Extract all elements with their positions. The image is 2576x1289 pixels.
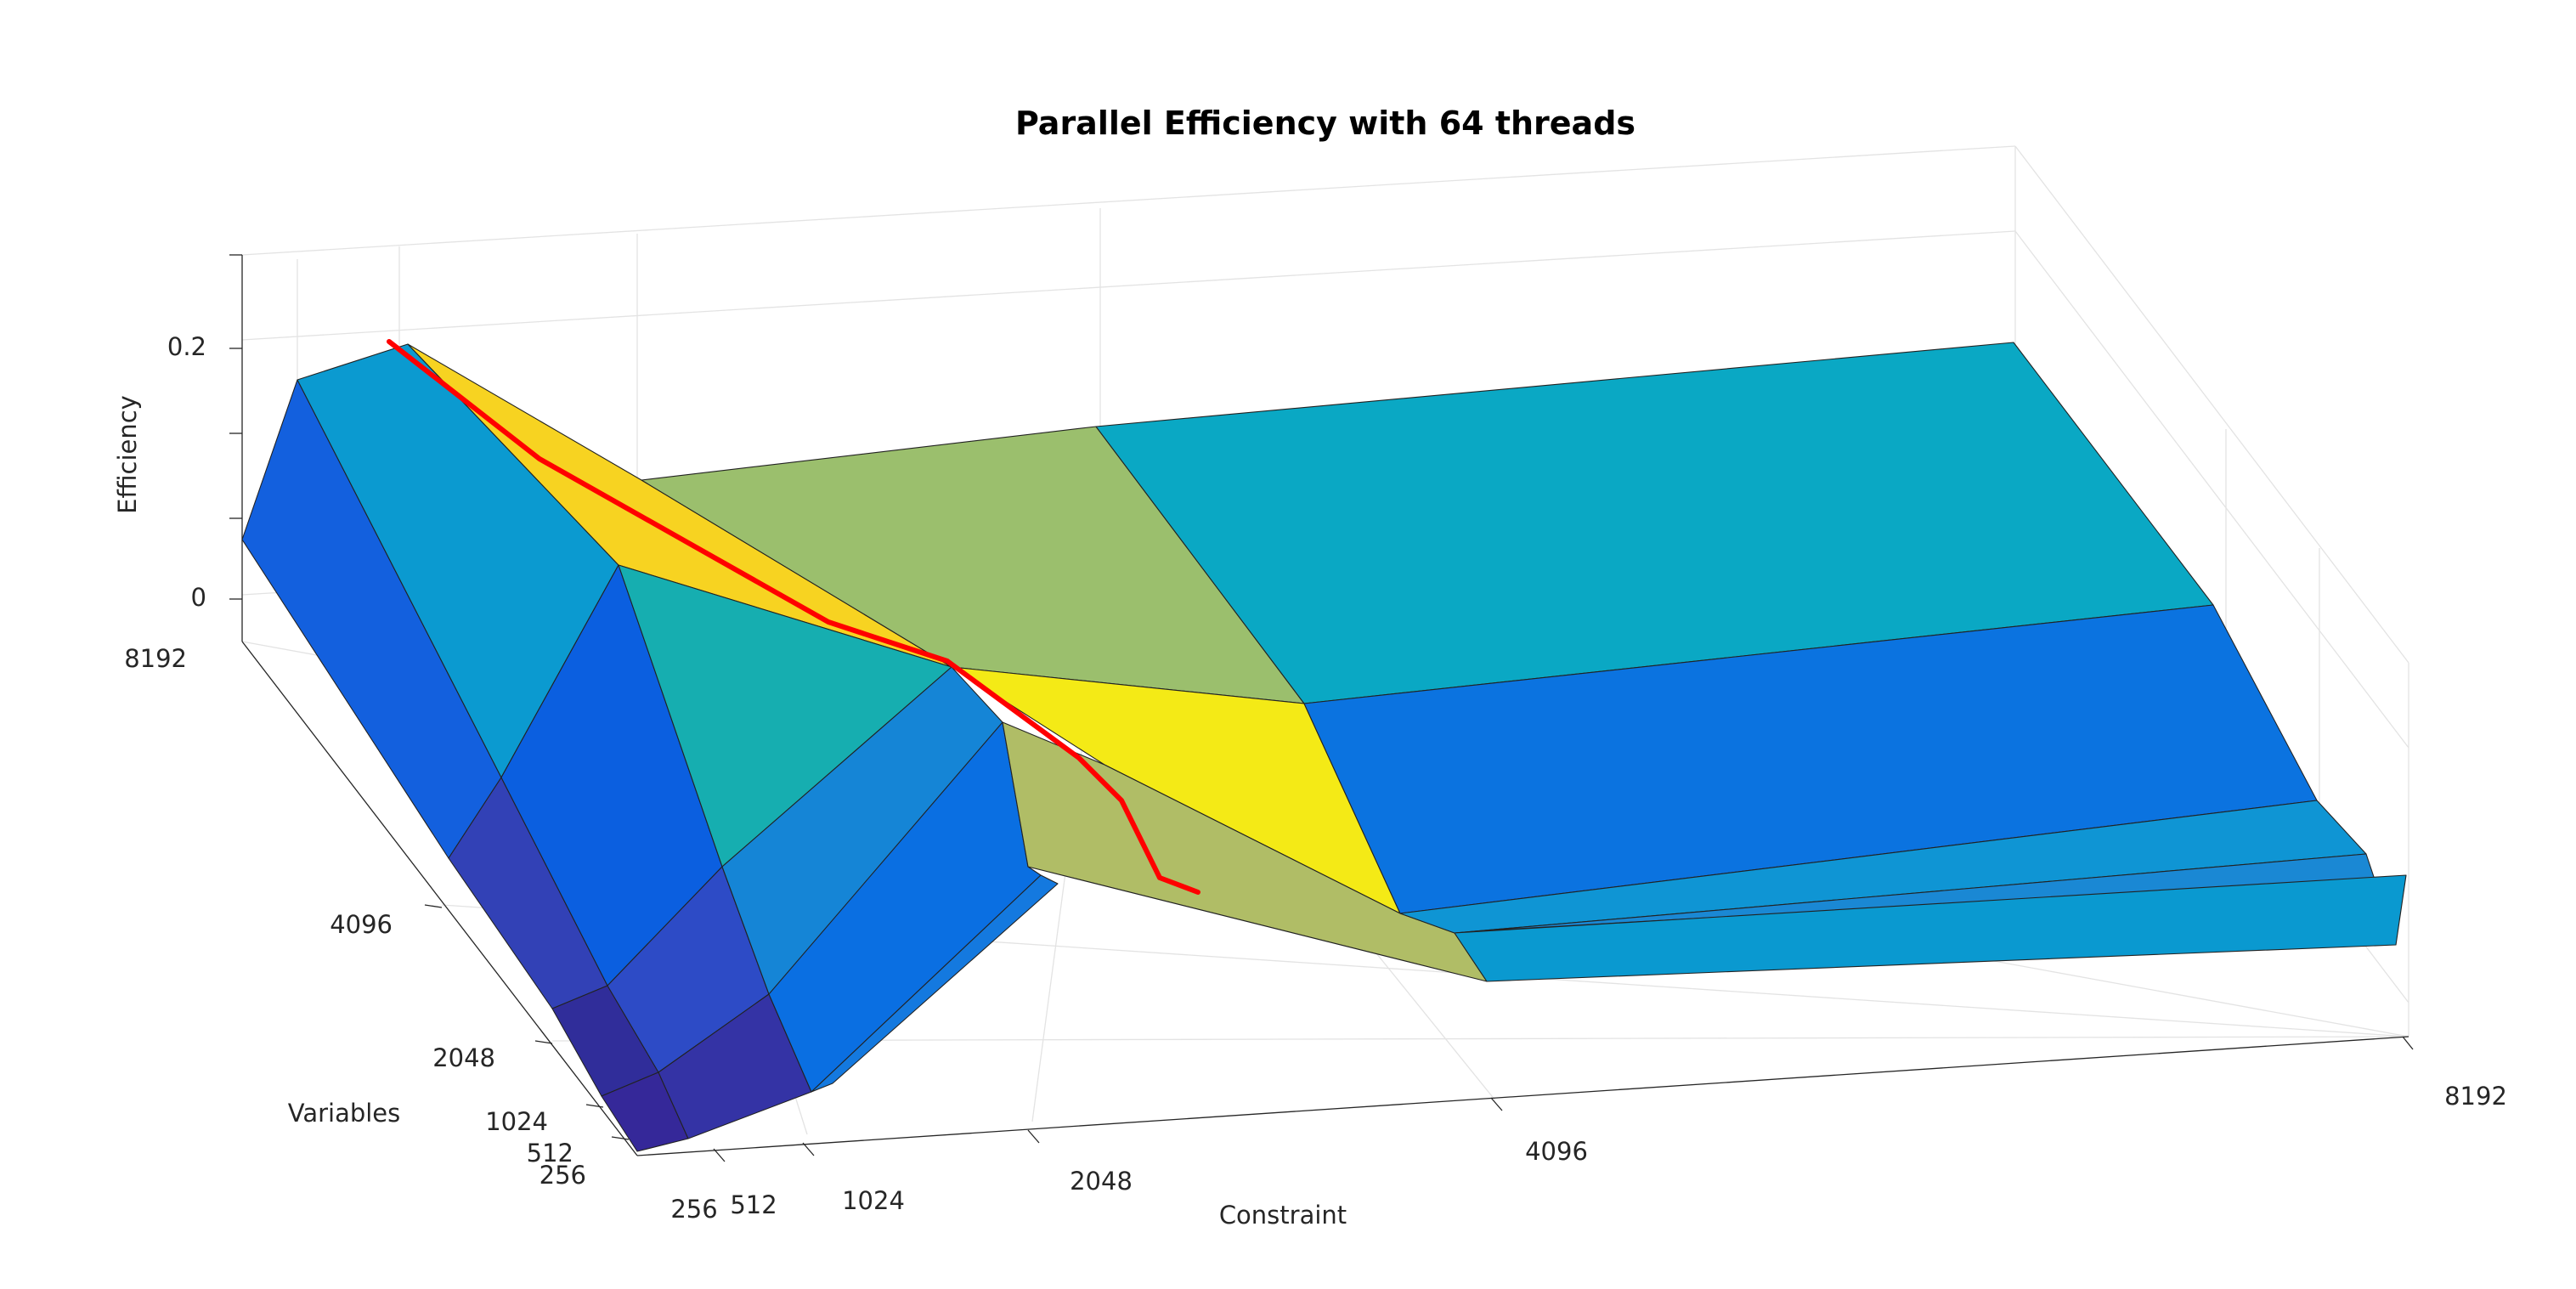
x-tick-label: 8192 — [2444, 1082, 2507, 1111]
surface-face — [768, 721, 1042, 1093]
x-tick-label: 4096 — [1525, 1137, 1588, 1166]
y-tick-label: 512 — [527, 1139, 573, 1167]
surface-face — [811, 874, 1059, 1093]
y-axis-label: Variables — [288, 1099, 401, 1128]
tickmark — [1490, 1097, 1503, 1111]
gridline — [241, 145, 2016, 256]
efficiency-line — [387, 339, 1200, 895]
z-tick-label: 0.2 — [167, 332, 206, 361]
x-axis-line — [636, 1036, 2409, 1156]
tickmark — [802, 1142, 815, 1156]
x-axis-label: Constraint — [1219, 1201, 1347, 1230]
gridline — [241, 230, 2016, 341]
surface — [241, 342, 2407, 1152]
axes — [229, 254, 2414, 1162]
tickmark — [2402, 1036, 2414, 1050]
y-tick-label: 2048 — [432, 1043, 495, 1072]
y-tick-label: 4096 — [330, 910, 393, 939]
z-tick-label: 0 — [191, 583, 206, 612]
tickmark — [1027, 1129, 1040, 1144]
y-tick-label: 8192 — [124, 644, 187, 673]
gridline — [2014, 145, 2409, 664]
tickmark — [713, 1148, 726, 1162]
tickmark — [611, 1136, 630, 1140]
y-tick-label: 1024 — [485, 1107, 548, 1136]
x-tick-label: 512 — [730, 1190, 777, 1219]
y-axis-line — [241, 641, 638, 1156]
tickmark — [585, 1104, 604, 1108]
z-axis-label: Efficiency — [113, 395, 142, 514]
chart-title: Parallel Efficiency with 64 threads — [1015, 105, 1635, 142]
x-tick-label: 1024 — [842, 1186, 905, 1215]
x-tick-label: 2048 — [1070, 1167, 1133, 1196]
x-tick-label: 256 — [670, 1195, 717, 1224]
tickmark — [424, 904, 443, 908]
gridline — [2014, 230, 2409, 749]
y-tick-label: 256 — [539, 1161, 586, 1190]
surface-face — [1454, 874, 2407, 982]
tickmark — [534, 1040, 553, 1044]
